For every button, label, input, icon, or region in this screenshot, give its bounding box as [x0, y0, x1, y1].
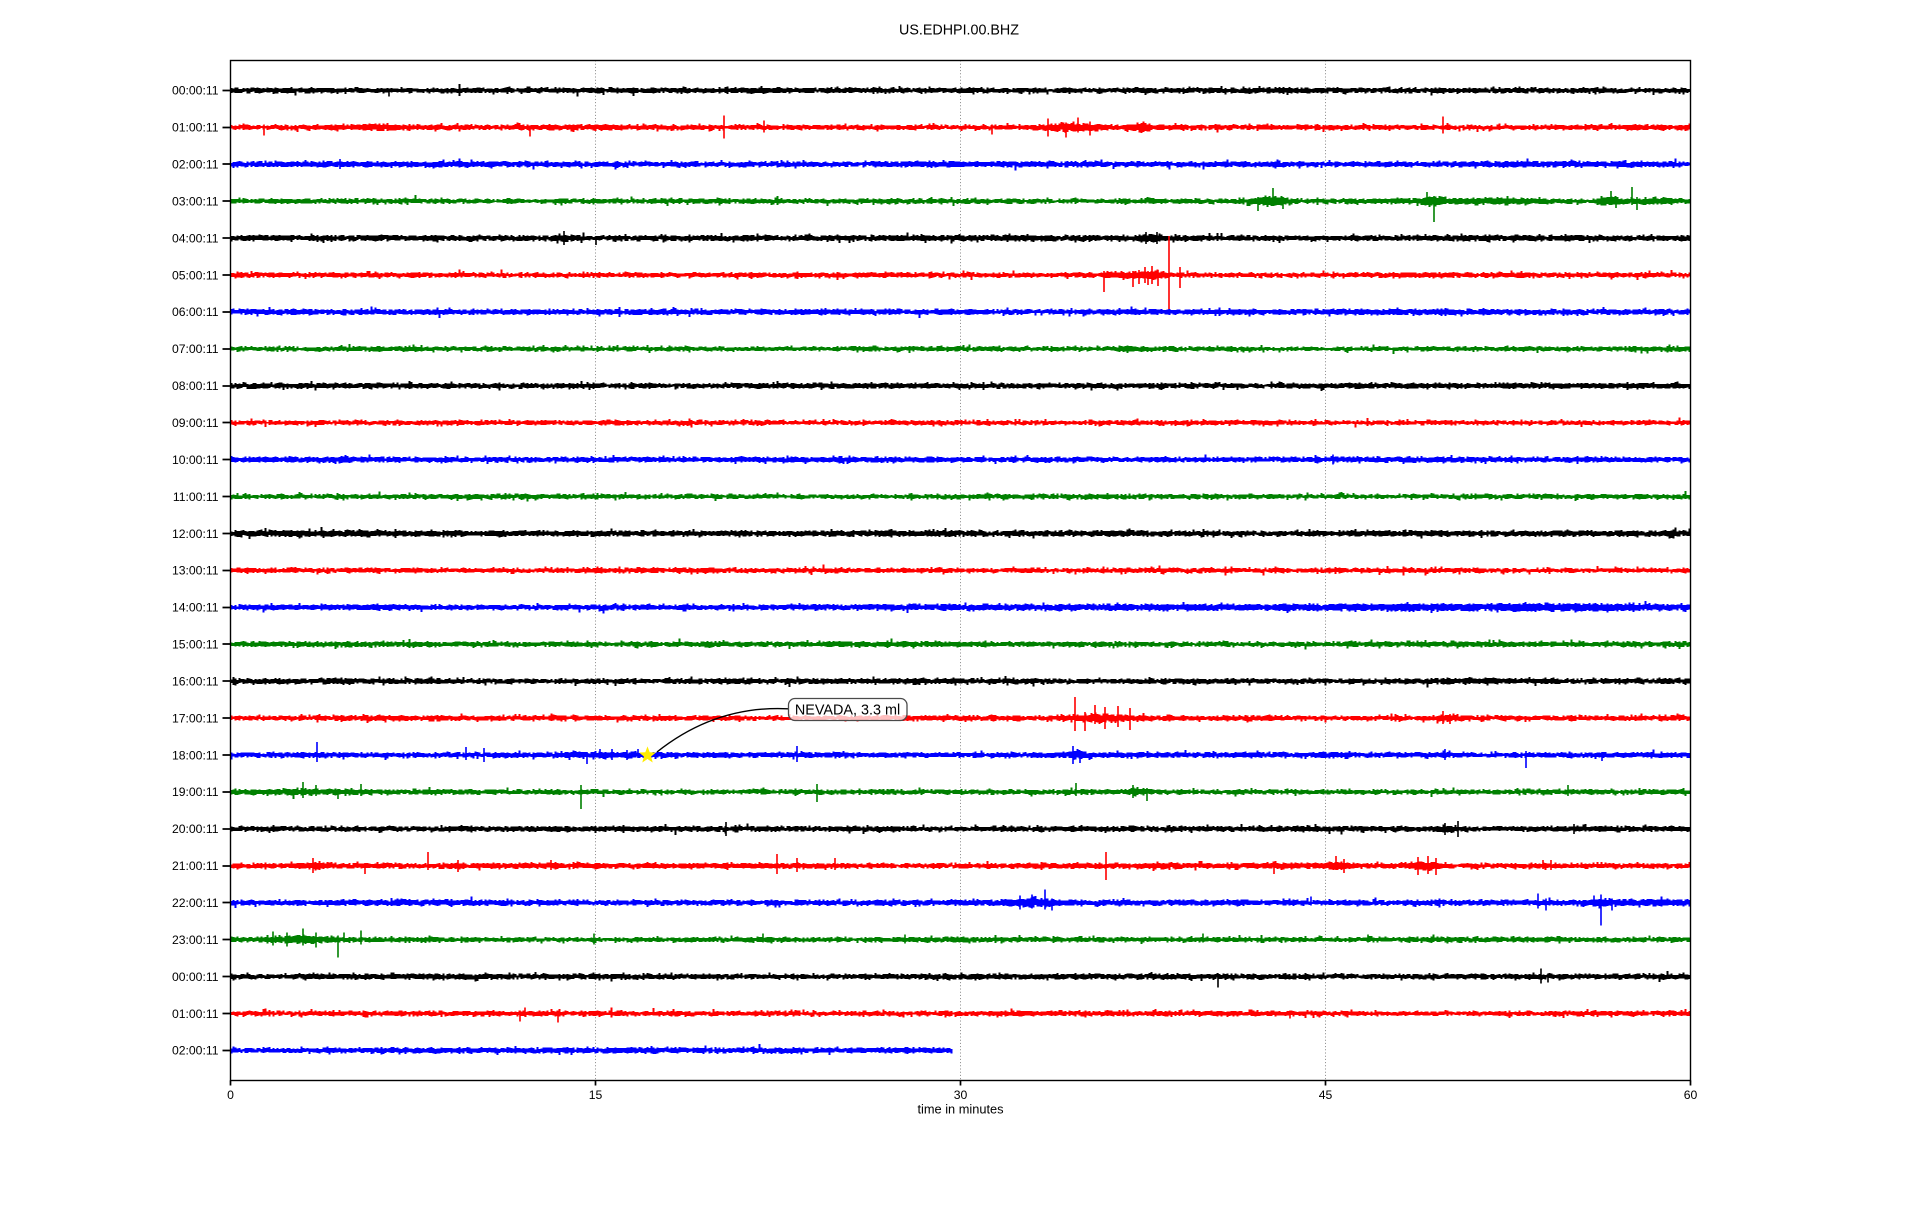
- svg-text:16:00:11: 16:00:11: [172, 675, 219, 689]
- svg-text:0: 0: [227, 1088, 234, 1102]
- svg-text:03:00:11: 03:00:11: [172, 195, 219, 209]
- svg-text:00:00:11: 00:00:11: [172, 84, 219, 98]
- svg-text:22:00:11: 22:00:11: [172, 896, 219, 910]
- svg-text:11:00:11: 11:00:11: [173, 490, 219, 504]
- svg-text:01:00:11: 01:00:11: [172, 1007, 219, 1021]
- svg-text:09:00:11: 09:00:11: [172, 416, 219, 430]
- svg-text:45: 45: [1319, 1088, 1333, 1102]
- svg-text:00:00:11: 00:00:11: [172, 970, 219, 984]
- svg-text:NEVADA, 3.3 ml: NEVADA, 3.3 ml: [795, 703, 900, 719]
- svg-text:15: 15: [589, 1088, 603, 1102]
- svg-text:08:00:11: 08:00:11: [172, 379, 219, 393]
- svg-text:05:00:11: 05:00:11: [172, 269, 219, 283]
- svg-text:30: 30: [954, 1088, 968, 1102]
- svg-text:US.EDHPI.00.BHZ: US.EDHPI.00.BHZ: [899, 23, 1019, 39]
- svg-text:02:00:11: 02:00:11: [172, 158, 219, 172]
- svg-text:04:00:11: 04:00:11: [172, 232, 219, 246]
- svg-text:18:00:11: 18:00:11: [172, 749, 219, 763]
- svg-text:07:00:11: 07:00:11: [172, 342, 219, 356]
- svg-text:01:00:11: 01:00:11: [172, 121, 219, 135]
- svg-text:14:00:11: 14:00:11: [172, 601, 219, 615]
- svg-text:17:00:11: 17:00:11: [172, 712, 219, 726]
- svg-text:12:00:11: 12:00:11: [172, 527, 219, 541]
- svg-text:23:00:11: 23:00:11: [172, 933, 219, 947]
- svg-text:19:00:11: 19:00:11: [172, 785, 219, 799]
- svg-text:06:00:11: 06:00:11: [172, 305, 219, 319]
- svg-text:10:00:11: 10:00:11: [172, 453, 219, 467]
- svg-text:time in minutes: time in minutes: [917, 1102, 1003, 1117]
- svg-text:21:00:11: 21:00:11: [172, 859, 219, 873]
- svg-text:13:00:11: 13:00:11: [172, 564, 219, 578]
- svg-text:60: 60: [1684, 1088, 1698, 1102]
- svg-text:15:00:11: 15:00:11: [172, 638, 219, 652]
- svg-text:20:00:11: 20:00:11: [172, 822, 219, 836]
- svg-text:02:00:11: 02:00:11: [172, 1044, 219, 1058]
